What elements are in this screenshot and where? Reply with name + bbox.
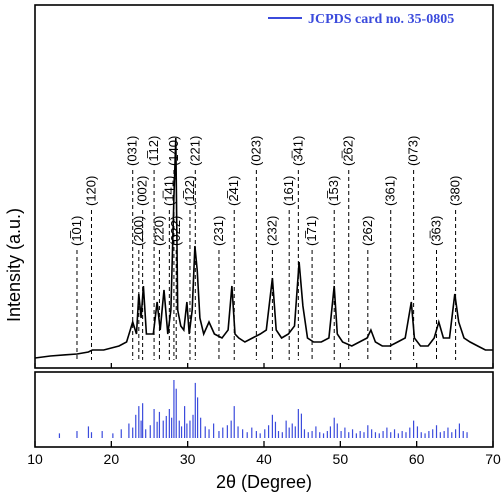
legend-label: JCPDS card no. 35-0805 [308,12,454,27]
peak-label: (140) [166,136,181,166]
peak-label: (031) [125,136,140,166]
x-ticks: 10 20 30 40 50 60 70 [27,363,501,467]
x-tick-label: 40 [256,451,272,467]
peak-label: (200) [131,216,146,246]
peak-label: (232) [264,216,279,246]
peak-labels: (1̅01) (120) (031) (200) (002) (1̅12) (220) (1̅… [69,136,463,246]
peak-label: (1̅41) [161,176,176,206]
x-tick-label: 70 [485,451,501,467]
peak-label: (262) [360,216,375,246]
reference-plot-frame [34,371,494,448]
peak-label: (1̅01) [69,216,84,246]
peak-label: (221) [187,136,202,166]
peak-label: (361) [383,176,398,206]
legend: JCPDS card no. 35-0805 [268,12,454,27]
x-tick-label: 10 [27,451,43,467]
peak-label: (1̅22) [182,176,197,206]
y-axis-label: Intensity (a.u.) [4,208,24,322]
peak-label: (231) [211,216,226,246]
peak-label: (3̅41) [290,136,305,166]
peak-label: (220) [151,216,166,246]
peak-label: (2̅41) [226,176,241,206]
peak-label: (002) [135,176,150,206]
peak-label: (023) [248,136,263,166]
peak-label: (073) [406,136,421,166]
xrd-pattern-line [34,137,493,359]
peak-label: (1̅12) [146,136,161,166]
x-axis-label: 2θ (Degree) [216,472,312,492]
peak-label: (022) [168,216,183,246]
x-tick-label: 20 [104,451,120,467]
reference-peaks [58,380,468,438]
x-tick-label: 50 [333,451,349,467]
peak-label: (380) [448,176,463,206]
peak-label: (3̅63) [429,216,444,246]
peak-label: (1̅53) [326,176,341,206]
peak-label: (120) [83,176,98,206]
main-plot-frame [34,4,494,369]
x-tick-label: 60 [409,451,425,467]
peak-label: (1̅71) [304,216,319,246]
x-tick-label: 30 [180,451,196,467]
peak-label: (161) [281,176,296,206]
peak-label: (2̅62) [341,136,356,166]
